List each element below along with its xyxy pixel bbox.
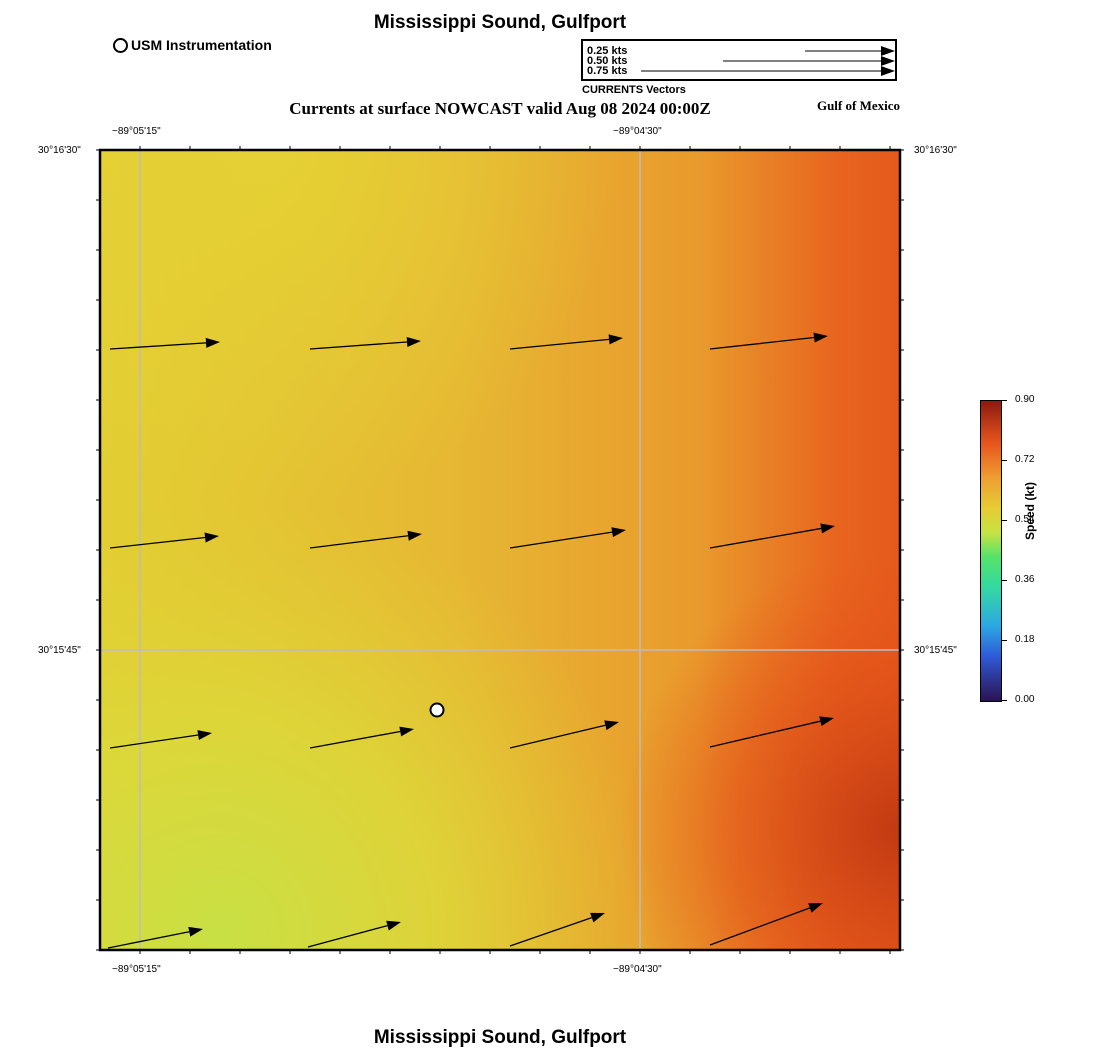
- map-title-bottom: Mississippi Sound, Gulfport: [373, 1027, 627, 1048]
- arrowhead-icon: [197, 730, 212, 740]
- vector-legend-arrows: [641, 46, 895, 76]
- colorbar-tick: 0.90: [1015, 394, 1035, 405]
- lat-label-left-2: 30°15'45": [38, 645, 81, 656]
- lon-label-bottom-1: −89°05'15": [112, 964, 161, 975]
- arrowhead-icon: [407, 530, 422, 541]
- arrowhead-icon: [820, 523, 835, 534]
- legend-arrowhead-icon: [881, 56, 895, 66]
- colorbar-label: Speed (kt): [1023, 481, 1037, 540]
- vector-legend-caption: CURRENTS Vectors: [582, 84, 686, 96]
- station-legend-label: USM Instrumentation: [131, 37, 272, 53]
- arrowhead-icon: [399, 726, 414, 737]
- colorbar-tick: 0.00: [1015, 694, 1035, 705]
- current-vector: [107, 931, 190, 949]
- lat-label-right-1: 30°16'30": [914, 145, 957, 156]
- lat-label-left-1: 30°16'30": [38, 145, 81, 156]
- current-vector: [309, 730, 401, 749]
- arrowhead-icon: [205, 337, 220, 348]
- legend-arrowhead-icon: [881, 66, 895, 76]
- station-legend: USM Instrumentation: [113, 37, 272, 53]
- legend-arrowhead-icon: [881, 46, 895, 56]
- current-vector: [709, 720, 821, 748]
- speed-field: [100, 150, 900, 950]
- region-label: Gulf of Mexico: [816, 98, 900, 113]
- speed-colorbar: [980, 400, 1002, 702]
- current-vector: [709, 336, 815, 350]
- lat-label-right-2: 30°15'45": [914, 645, 957, 656]
- arrowhead-icon: [813, 332, 828, 343]
- arrowhead-icon: [406, 337, 421, 347]
- arrowhead-icon: [608, 334, 623, 345]
- current-vector: [109, 734, 199, 749]
- current-vector: [509, 338, 610, 350]
- colorbar-tick: 0.36: [1015, 574, 1035, 585]
- station-marker-icon: [113, 37, 128, 53]
- vector-legend-label-2: 0.50 kts: [587, 55, 628, 67]
- arrowhead-icon: [611, 527, 626, 538]
- lon-label-top-1: −89°05'15": [112, 126, 161, 137]
- arrowhead-icon: [819, 716, 834, 727]
- current-vector: [307, 925, 388, 948]
- map-title-top: Mississippi Sound, Gulfport: [373, 12, 627, 33]
- lon-label-bottom-2: −89°04'30": [613, 964, 662, 975]
- current-vector: [109, 342, 207, 350]
- arrowhead-icon: [188, 926, 203, 937]
- arrowhead-icon: [590, 912, 605, 923]
- axis-ticks: [96, 146, 904, 954]
- arrowhead-icon: [204, 532, 219, 543]
- colorbar-tick: 0.72: [1015, 454, 1035, 465]
- map-subtitle: Currents at surface NOWCAST valid Aug 08…: [289, 99, 711, 118]
- vector-legend: 0.25 kts 0.50 kts 0.75 kts: [581, 39, 897, 81]
- current-vector: [509, 916, 592, 947]
- vector-legend-label-1: 0.25 kts: [587, 45, 628, 57]
- colorbar-tick: 0.18: [1015, 634, 1035, 645]
- current-vectors: [107, 332, 835, 949]
- current-vector: [109, 536, 206, 549]
- current-vector: [509, 531, 613, 549]
- current-vector: [309, 535, 409, 549]
- arrowhead-icon: [604, 720, 619, 731]
- current-vector: [309, 341, 408, 350]
- usm-station-marker: [429, 702, 445, 718]
- graticule: [100, 150, 900, 950]
- arrowhead-icon: [386, 920, 401, 931]
- vector-legend-label-3: 0.75 kts: [587, 65, 628, 77]
- current-vector: [509, 724, 606, 749]
- colorbar-tick: 0.54: [1015, 514, 1035, 525]
- current-vector: [709, 907, 811, 946]
- lon-label-top-2: −89°04'30": [613, 126, 662, 137]
- current-vector: [709, 527, 822, 549]
- arrowhead-icon: [808, 903, 823, 913]
